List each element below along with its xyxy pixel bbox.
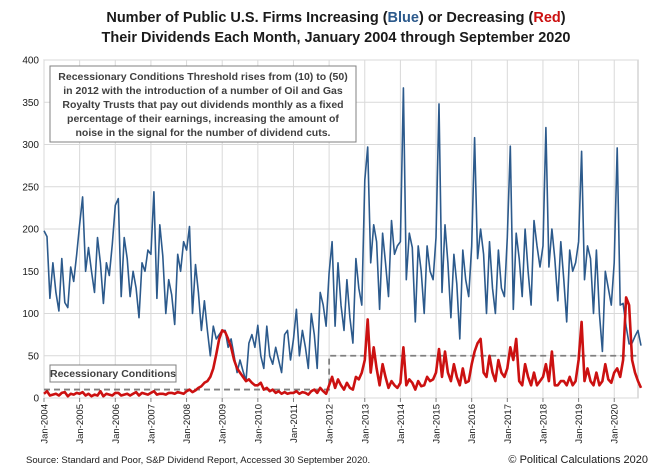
annotation-text: Recessionary Conditions Threshold rises … [58, 71, 347, 139]
title-part-2: ) or Decreasing ( [419, 10, 534, 26]
x-tick-label: Jan-2012 [325, 404, 336, 444]
y-tick-label: 250 [22, 182, 39, 193]
x-tick-label: Jan-2016 [467, 404, 478, 444]
y-tick-label: 350 [22, 98, 39, 109]
annotation-box-frame [49, 65, 357, 143]
series-line-decreasing [43, 296, 643, 398]
x-tick-label: Jan-2005 [75, 404, 86, 444]
series-lines [43, 87, 643, 398]
x-tick-label: Jan-2014 [396, 404, 407, 444]
y-tick-label: 150 [22, 267, 39, 278]
threshold-label: Recessionary Conditions [50, 368, 176, 380]
annotation-line: in 2012 with the introduction of a numbe… [63, 85, 343, 97]
threshold-line [44, 354, 638, 391]
y-tick-label: 0 [33, 394, 39, 405]
series-line-increasing [43, 87, 642, 382]
annotation-line: percentage of their earnings, increasing… [67, 113, 339, 125]
x-tick-label: Jan-2018 [538, 404, 549, 444]
x-tick-label: Jan-2007 [146, 404, 157, 444]
threshold-dashed-line [44, 354, 638, 391]
threshold-label-frame [49, 364, 177, 383]
title-part-3: Red [533, 10, 560, 26]
title-part-1: Blue [388, 10, 419, 26]
title-part-4: ) [561, 10, 566, 26]
x-tick-label: Jan-2015 [432, 404, 443, 444]
x-tick-label: Jan-2004 [40, 404, 51, 444]
annotation-line: noise in the signal for the number of di… [76, 127, 331, 139]
chart-title-line-2: Their Dividends Each Month, January 2004… [102, 30, 571, 46]
title-part-0: Number of Public U.S. Firms Increasing ( [106, 10, 387, 26]
annotation-line: Recessionary Conditions Threshold rises … [58, 71, 347, 83]
x-tick-label: Jan-2008 [182, 404, 193, 444]
source-note: Source: Standard and Poor, S&P Dividend … [26, 455, 370, 466]
annotation-line: Royalty Trusts that pay out dividends mo… [62, 99, 343, 111]
chart-title: Number of Public U.S. Firms Increasing (… [102, 10, 571, 46]
threshold-label-box: Recessionary Conditions [49, 364, 177, 383]
x-axis: Jan-2004 Jan-2005 Jan-2006 Jan-2007 Jan-2008… [40, 398, 621, 444]
y-tick-label: 100 [22, 309, 39, 320]
x-tick-label: Jan-2009 [218, 404, 229, 444]
y-tick-label: 50 [28, 351, 40, 362]
x-tick-label: Jan-2011 [289, 404, 300, 443]
x-tick-label: Jan-2020 [610, 404, 621, 444]
x-tick-label: Jan-2017 [503, 404, 514, 444]
x-tick-label: Jan-2006 [111, 404, 122, 444]
x-tick-label: Jan-2010 [253, 404, 264, 444]
annotation-box: Recessionary Conditions Threshold rises … [49, 65, 357, 143]
y-axis: 0 50 100 150 200 250 300 350 400 [22, 56, 39, 405]
x-tick-label: Jan-2019 [574, 404, 585, 444]
y-tick-label: 200 [22, 225, 39, 236]
y-tick-label: 400 [22, 56, 39, 67]
chart-title-line-1: Number of Public U.S. Firms Increasing (… [106, 10, 565, 26]
x-tick-label: Jan-2013 [360, 404, 371, 444]
credit-note: © Political Calculations 2020 [508, 454, 648, 466]
y-tick-label: 300 [22, 140, 39, 151]
